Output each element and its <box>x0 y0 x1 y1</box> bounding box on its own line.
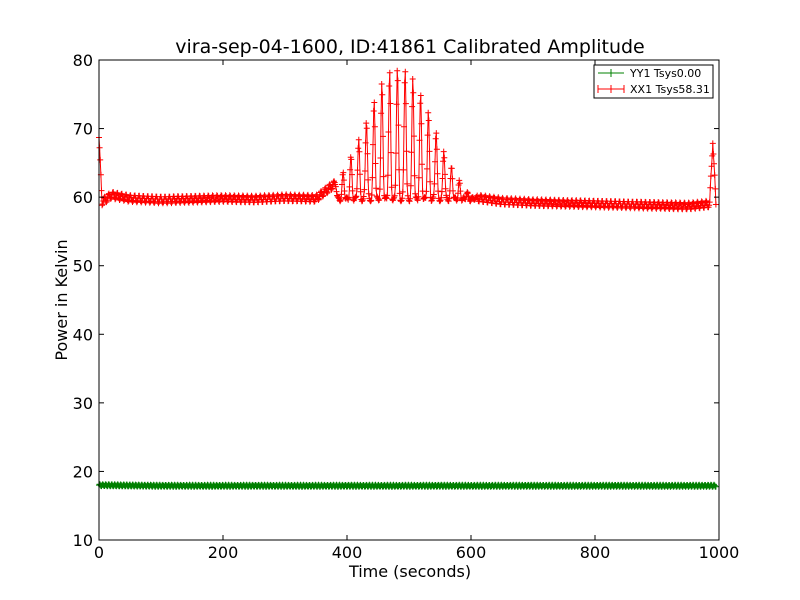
x-tick-label: 400 <box>332 543 363 562</box>
y-tick-label: 80 <box>73 51 93 70</box>
ticks-layer: 0 200 400 600 800 1000 10 20 30 40 50 60 70 80 <box>73 51 740 562</box>
x-axis-label: Time (seconds) <box>348 562 471 581</box>
legend-label-xx1: XX1 Tsys58.31 <box>630 83 710 96</box>
x-tick-label: 200 <box>208 543 239 562</box>
chart-title: vira-sep-04-1600, ID:41861 Calibrated Am… <box>175 36 645 58</box>
y-tick-label: 40 <box>73 325 93 344</box>
legend-box <box>593 64 714 99</box>
y-tick-label: 30 <box>73 394 93 413</box>
y-tick-label: 60 <box>73 188 93 207</box>
plot-area <box>99 60 719 540</box>
y-tick-label: 10 <box>73 531 93 550</box>
x-tick-label: 600 <box>456 543 487 562</box>
legend-label-yy1: YY1 Tsys0.00 <box>629 67 701 80</box>
x-tick-label: 800 <box>580 543 611 562</box>
x-tick-label: 1000 <box>699 543 740 562</box>
plot-frame <box>98 59 720 541</box>
legend-marker-yy1 <box>598 69 624 77</box>
legend-marker-xx1 <box>597 85 625 93</box>
y-axis-label: Power in Kelvin <box>52 239 71 360</box>
legend: YY1 Tsys0.00 XX1 Tsys58.31 <box>593 64 714 99</box>
y-tick-label: 20 <box>73 462 93 481</box>
y-tick-label: 50 <box>73 257 93 276</box>
x-tick-label: 0 <box>94 543 104 562</box>
y-tick-label: 70 <box>73 120 93 139</box>
